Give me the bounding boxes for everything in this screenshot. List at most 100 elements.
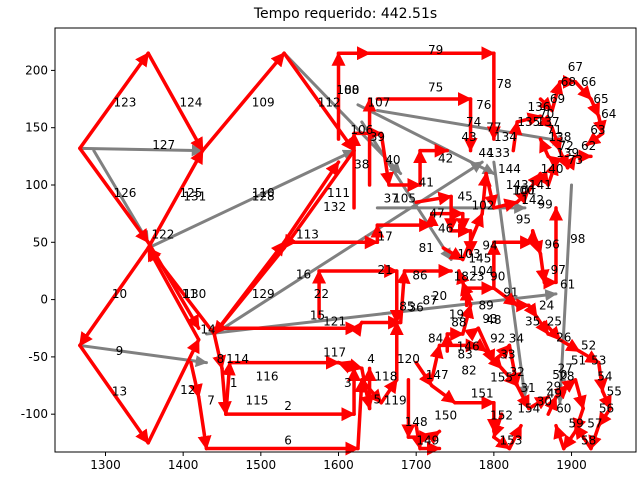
travel-segment-1-0 bbox=[146, 149, 356, 250]
segment-label-74: 74 bbox=[466, 115, 481, 129]
cut-segment-30-1 bbox=[461, 211, 484, 262]
segment-label-149: 149 bbox=[416, 434, 439, 448]
segment-label-143: 143 bbox=[506, 178, 529, 192]
segment-label-155: 155 bbox=[490, 371, 513, 385]
travel-segment-9-0 bbox=[492, 160, 530, 399]
y-tick-label-100: 100 bbox=[25, 178, 48, 192]
cut-segment-42-4 bbox=[456, 269, 470, 286]
segment-label-96: 96 bbox=[544, 238, 559, 252]
segment-label-153: 153 bbox=[499, 434, 522, 448]
segment-label-53: 53 bbox=[591, 353, 606, 367]
segment-label-127: 127 bbox=[152, 138, 175, 152]
segment-label-58: 58 bbox=[581, 434, 596, 448]
cut-segment-15-0 bbox=[78, 246, 150, 348]
segment-label-10: 10 bbox=[112, 287, 127, 301]
segment-label-22: 22 bbox=[314, 287, 329, 301]
segment-label-130: 130 bbox=[183, 287, 206, 301]
cut-segment-16-5 bbox=[146, 246, 216, 336]
segment-label-117: 117 bbox=[323, 345, 346, 359]
segment-label-91: 91 bbox=[503, 286, 518, 300]
cut-segment-35-4 bbox=[515, 383, 531, 411]
segment-label-85: 85 bbox=[399, 299, 414, 313]
cut-segment-40-2 bbox=[577, 349, 601, 365]
cut-paths bbox=[78, 46, 613, 456]
segment-label-13: 13 bbox=[112, 384, 127, 398]
x-tick-label-1700: 1700 bbox=[401, 458, 432, 472]
segment-label-52: 52 bbox=[581, 338, 596, 352]
cut-segment-20-5 bbox=[379, 378, 399, 405]
segment-label-48: 48 bbox=[486, 313, 501, 327]
segment-label-95: 95 bbox=[516, 212, 531, 226]
segment-label-105: 105 bbox=[393, 192, 416, 206]
segment-label-94: 94 bbox=[482, 239, 497, 253]
y-tick-label--100: -100 bbox=[21, 407, 48, 421]
segment-label-111: 111 bbox=[327, 186, 350, 200]
segment-label-107: 107 bbox=[367, 95, 390, 109]
segment-label-36: 36 bbox=[409, 301, 424, 315]
segment-label-113: 113 bbox=[296, 227, 319, 241]
cut-segment-16-3 bbox=[282, 148, 356, 250]
x-tick-label-1400: 1400 bbox=[168, 458, 199, 472]
segment-label-79: 79 bbox=[428, 43, 443, 57]
cut-segment-16-2 bbox=[282, 51, 356, 153]
segment-label-44: 44 bbox=[478, 146, 493, 160]
segment-label-41: 41 bbox=[419, 176, 434, 190]
segment-label-115: 115 bbox=[245, 393, 268, 407]
cut-segment-17-0 bbox=[212, 240, 286, 336]
cut-segment-31-1 bbox=[429, 383, 457, 405]
segment-label-140: 140 bbox=[541, 162, 564, 176]
cut-segment-20-1 bbox=[196, 395, 212, 451]
segment-label-93: 93 bbox=[482, 312, 497, 326]
segment-label-59: 59 bbox=[569, 416, 584, 430]
segment-label-73: 73 bbox=[568, 153, 583, 167]
segment-label-75: 75 bbox=[428, 81, 443, 95]
segment-label-133: 133 bbox=[487, 146, 510, 160]
segment-label-50: 50 bbox=[552, 368, 567, 382]
segment-label-37: 37 bbox=[384, 192, 399, 206]
segment-label-76: 76 bbox=[476, 98, 491, 112]
y-tick-label-150: 150 bbox=[25, 121, 48, 135]
segment-label-100: 100 bbox=[512, 184, 535, 198]
segment-label-123: 123 bbox=[113, 95, 136, 109]
cut-segment-20-3 bbox=[354, 378, 369, 451]
segment-label-109: 109 bbox=[252, 95, 275, 109]
segment-label-26: 26 bbox=[556, 330, 571, 344]
segment-label-40: 40 bbox=[385, 153, 400, 167]
cut-segment-17-1 bbox=[282, 160, 341, 245]
segment-label-132: 132 bbox=[323, 200, 346, 214]
segment-label-62: 62 bbox=[581, 139, 596, 153]
segment-label-112: 112 bbox=[318, 95, 341, 109]
segment-label-65: 65 bbox=[593, 92, 608, 106]
segment-label-136: 136 bbox=[527, 100, 550, 114]
segment-label-122: 122 bbox=[152, 227, 175, 241]
segment-label-88: 88 bbox=[451, 316, 466, 330]
cut-segment-40-4 bbox=[598, 389, 613, 411]
segment-label-25: 25 bbox=[547, 314, 562, 328]
cut-segment-36-3 bbox=[529, 229, 544, 256]
segment-label-21: 21 bbox=[377, 263, 392, 277]
segment-label-89: 89 bbox=[478, 298, 493, 312]
segment-label-92: 92 bbox=[490, 332, 505, 346]
segment-label-34: 34 bbox=[509, 332, 524, 346]
segment-label-106: 106 bbox=[350, 123, 373, 137]
cut-segment-33-0 bbox=[411, 423, 425, 451]
segment-label-135: 135 bbox=[517, 115, 540, 129]
segment-label-45: 45 bbox=[457, 189, 472, 203]
segment-label-63: 63 bbox=[590, 123, 605, 137]
segment-label-7: 7 bbox=[207, 393, 215, 407]
cut-segment-13-1 bbox=[146, 51, 205, 153]
segment-label-146: 146 bbox=[457, 340, 480, 354]
segment-label-90: 90 bbox=[490, 270, 505, 284]
cut-segment-30-3 bbox=[484, 171, 498, 210]
segment-label-71: 71 bbox=[547, 123, 562, 137]
segment-label-147: 147 bbox=[426, 368, 449, 382]
cut-segment-15-3 bbox=[146, 246, 201, 342]
segment-label-6: 6 bbox=[284, 434, 292, 448]
segment-label-1: 1 bbox=[230, 376, 238, 390]
segment-label-23: 23 bbox=[469, 270, 484, 284]
cut-segment-43-0 bbox=[429, 343, 444, 382]
segment-label-42: 42 bbox=[438, 152, 453, 166]
segment-label-29: 29 bbox=[546, 380, 561, 394]
cut-segment-29-0 bbox=[414, 191, 453, 206]
cut-segment-13-0 bbox=[78, 51, 150, 151]
